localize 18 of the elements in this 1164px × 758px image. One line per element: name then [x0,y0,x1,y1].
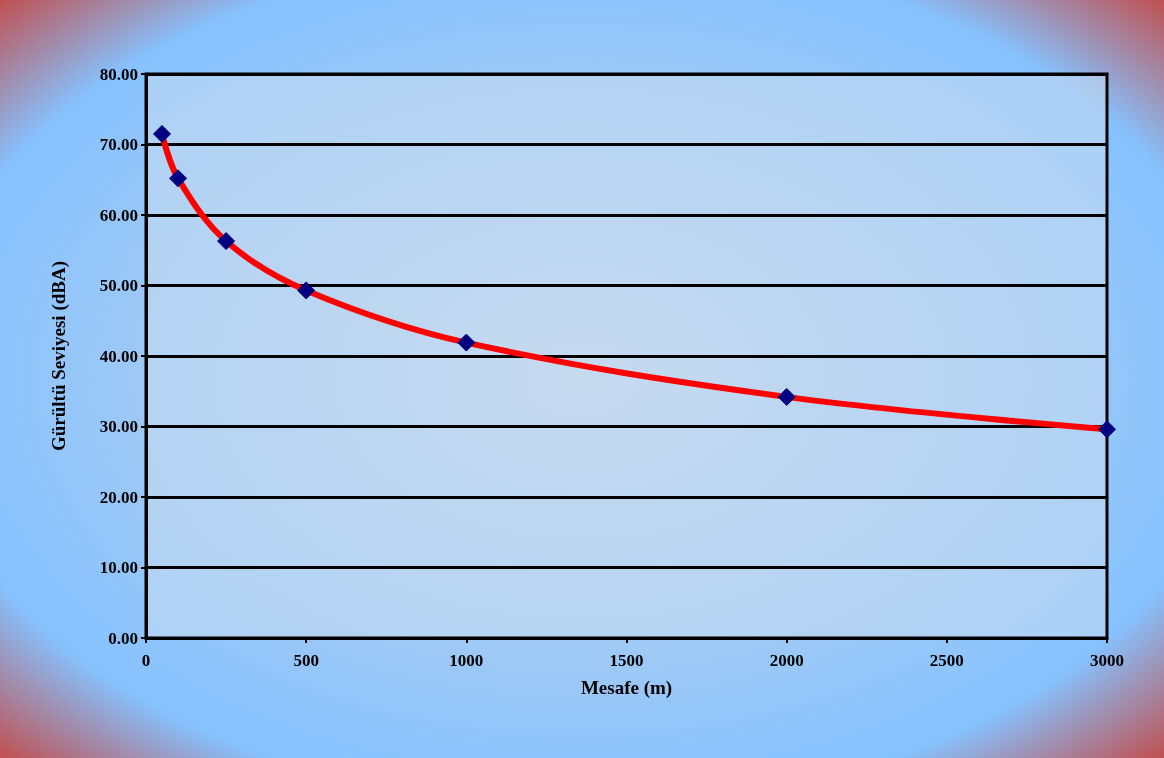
y-axis-title: Gürültü Seviyesi (dBA) [48,260,70,452]
x-tick-label: 1000 [449,651,484,670]
x-tick-label: 2500 [929,651,964,670]
y-tick-label: 0.00 [108,628,138,648]
x-tick-label: 2000 [769,651,804,670]
y-tick-label: 60.00 [99,205,138,225]
y-tick-label: 80.00 [99,64,138,84]
y-tick-label: 50.00 [99,276,138,295]
y-tick-label: 40.00 [99,346,138,366]
x-axis-title: Mesafe (m) [580,677,673,699]
x-tick-label: 1500 [609,651,644,670]
x-tick-label: 3000 [1090,651,1124,670]
x-tick-label: 500 [293,651,319,670]
y-tick-label: 20.00 [99,487,138,507]
x-tick-label: 0 [141,651,151,670]
y-tick-label: 70.00 [99,135,138,154]
y-tick-label: 30.00 [99,417,138,436]
y-tick-label: 10.00 [99,558,138,577]
